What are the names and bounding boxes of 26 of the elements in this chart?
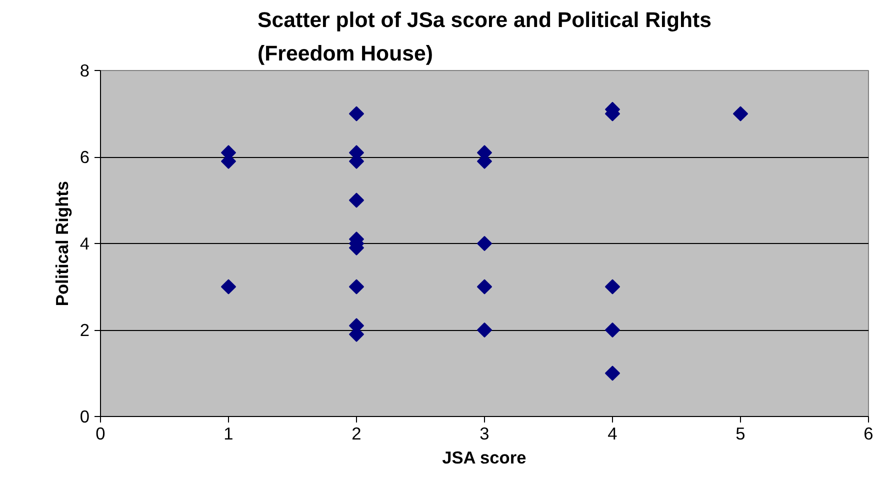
- x-tick-label: 0: [96, 424, 106, 444]
- chart-title: Scatter plot of JSa score and Political Rights (Freedom House): [258, 8, 712, 66]
- point: [604, 366, 620, 381]
- x-axis-title: JSA score: [442, 448, 527, 468]
- point: [348, 279, 364, 294]
- y-tick-label: 4: [80, 234, 90, 254]
- point: [476, 322, 492, 338]
- point: [732, 106, 748, 122]
- x-tick-label: 6: [864, 424, 874, 444]
- point: [604, 322, 620, 338]
- y-tick-label: 0: [80, 406, 90, 426]
- x-tick-label: 1: [224, 424, 234, 444]
- x-tick-label: 2: [352, 424, 362, 444]
- point: [476, 236, 492, 252]
- point: [348, 192, 364, 208]
- x-tick-label: 5: [736, 424, 746, 444]
- y-tick-label: 6: [80, 147, 90, 167]
- y-tick-label: 2: [80, 320, 90, 340]
- point: [220, 279, 236, 294]
- x-tick-label: 3: [480, 424, 490, 444]
- point: [604, 279, 620, 294]
- x-tick-label: 4: [608, 424, 618, 444]
- y-tick-label: 8: [80, 60, 90, 80]
- point: [476, 279, 492, 294]
- point: [348, 106, 364, 122]
- y-axis-title: Political Rights: [52, 180, 72, 306]
